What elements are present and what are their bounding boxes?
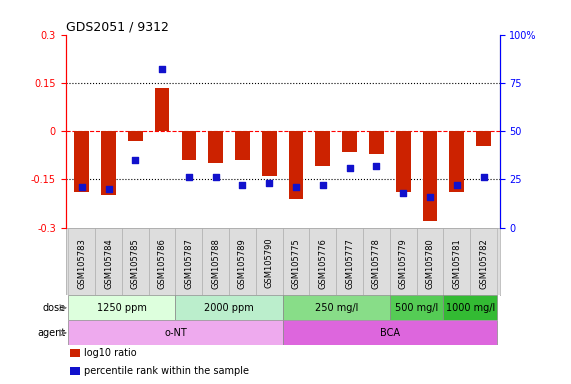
Text: GSM105784: GSM105784 <box>104 238 113 288</box>
Bar <box>390 295 443 320</box>
Bar <box>70 367 79 375</box>
Bar <box>363 228 390 295</box>
Bar <box>396 131 411 192</box>
Bar <box>315 131 330 167</box>
Text: GSM105785: GSM105785 <box>131 238 140 288</box>
Text: dose: dose <box>42 303 65 313</box>
Point <box>345 165 354 171</box>
Point <box>158 66 167 73</box>
Bar <box>449 131 464 192</box>
Text: GSM105782: GSM105782 <box>479 238 488 288</box>
Text: GSM105790: GSM105790 <box>265 238 274 288</box>
Bar <box>101 131 116 195</box>
Text: o-NT: o-NT <box>164 328 187 338</box>
Point <box>131 157 140 163</box>
Bar <box>283 320 497 345</box>
Point <box>211 174 220 180</box>
Text: GSM105780: GSM105780 <box>425 238 435 288</box>
Bar <box>309 228 336 295</box>
Text: 1000 mg/l: 1000 mg/l <box>445 303 495 313</box>
Text: GSM105788: GSM105788 <box>211 238 220 289</box>
Bar <box>74 131 89 192</box>
Bar <box>95 228 122 295</box>
Text: GSM105776: GSM105776 <box>318 238 327 289</box>
Bar <box>69 228 95 295</box>
Bar <box>175 295 283 320</box>
Bar <box>342 131 357 152</box>
Point <box>77 184 86 190</box>
Bar <box>443 295 497 320</box>
Text: log10 ratio: log10 ratio <box>84 348 136 358</box>
Bar <box>336 228 363 295</box>
Point <box>372 163 381 169</box>
Bar <box>229 228 256 295</box>
Bar <box>208 131 223 163</box>
Bar <box>417 228 443 295</box>
Text: 2000 ppm: 2000 ppm <box>204 303 254 313</box>
Bar <box>128 131 143 141</box>
Text: BCA: BCA <box>380 328 400 338</box>
Text: GSM105786: GSM105786 <box>158 238 167 289</box>
Bar <box>369 131 384 154</box>
Text: 1250 ppm: 1250 ppm <box>97 303 147 313</box>
Point <box>291 184 300 190</box>
Point <box>318 182 327 188</box>
Point <box>479 174 488 180</box>
Bar <box>443 228 470 295</box>
Bar <box>476 131 491 146</box>
Bar <box>256 228 283 295</box>
Bar <box>69 320 283 345</box>
Bar <box>470 228 497 295</box>
Point <box>265 180 274 186</box>
Bar <box>175 228 202 295</box>
Point <box>425 194 435 200</box>
Text: percentile rank within the sample: percentile rank within the sample <box>84 366 249 376</box>
Bar <box>289 131 303 199</box>
Text: 500 mg/l: 500 mg/l <box>395 303 438 313</box>
Bar <box>283 228 309 295</box>
Bar <box>283 295 390 320</box>
Bar <box>423 131 437 221</box>
Bar <box>122 228 148 295</box>
Point <box>399 190 408 196</box>
Text: agent: agent <box>37 328 65 338</box>
Point <box>452 182 461 188</box>
Text: GSM105781: GSM105781 <box>452 238 461 288</box>
Text: GSM105783: GSM105783 <box>77 238 86 289</box>
Bar <box>202 228 229 295</box>
Bar <box>148 228 175 295</box>
Text: GSM105777: GSM105777 <box>345 238 354 289</box>
Bar <box>262 131 276 176</box>
Bar <box>69 295 175 320</box>
Text: 250 mg/l: 250 mg/l <box>315 303 358 313</box>
Text: GDS2051 / 9312: GDS2051 / 9312 <box>66 20 168 33</box>
Text: GSM105787: GSM105787 <box>184 238 194 289</box>
Point <box>238 182 247 188</box>
Bar <box>155 88 170 131</box>
Bar <box>390 228 417 295</box>
Bar <box>182 131 196 160</box>
Bar <box>235 131 250 160</box>
Text: GSM105779: GSM105779 <box>399 238 408 288</box>
Text: GSM105775: GSM105775 <box>292 238 300 288</box>
Bar <box>70 349 79 357</box>
Point <box>184 174 194 180</box>
Text: GSM105778: GSM105778 <box>372 238 381 289</box>
Text: GSM105789: GSM105789 <box>238 238 247 288</box>
Point <box>104 186 113 192</box>
